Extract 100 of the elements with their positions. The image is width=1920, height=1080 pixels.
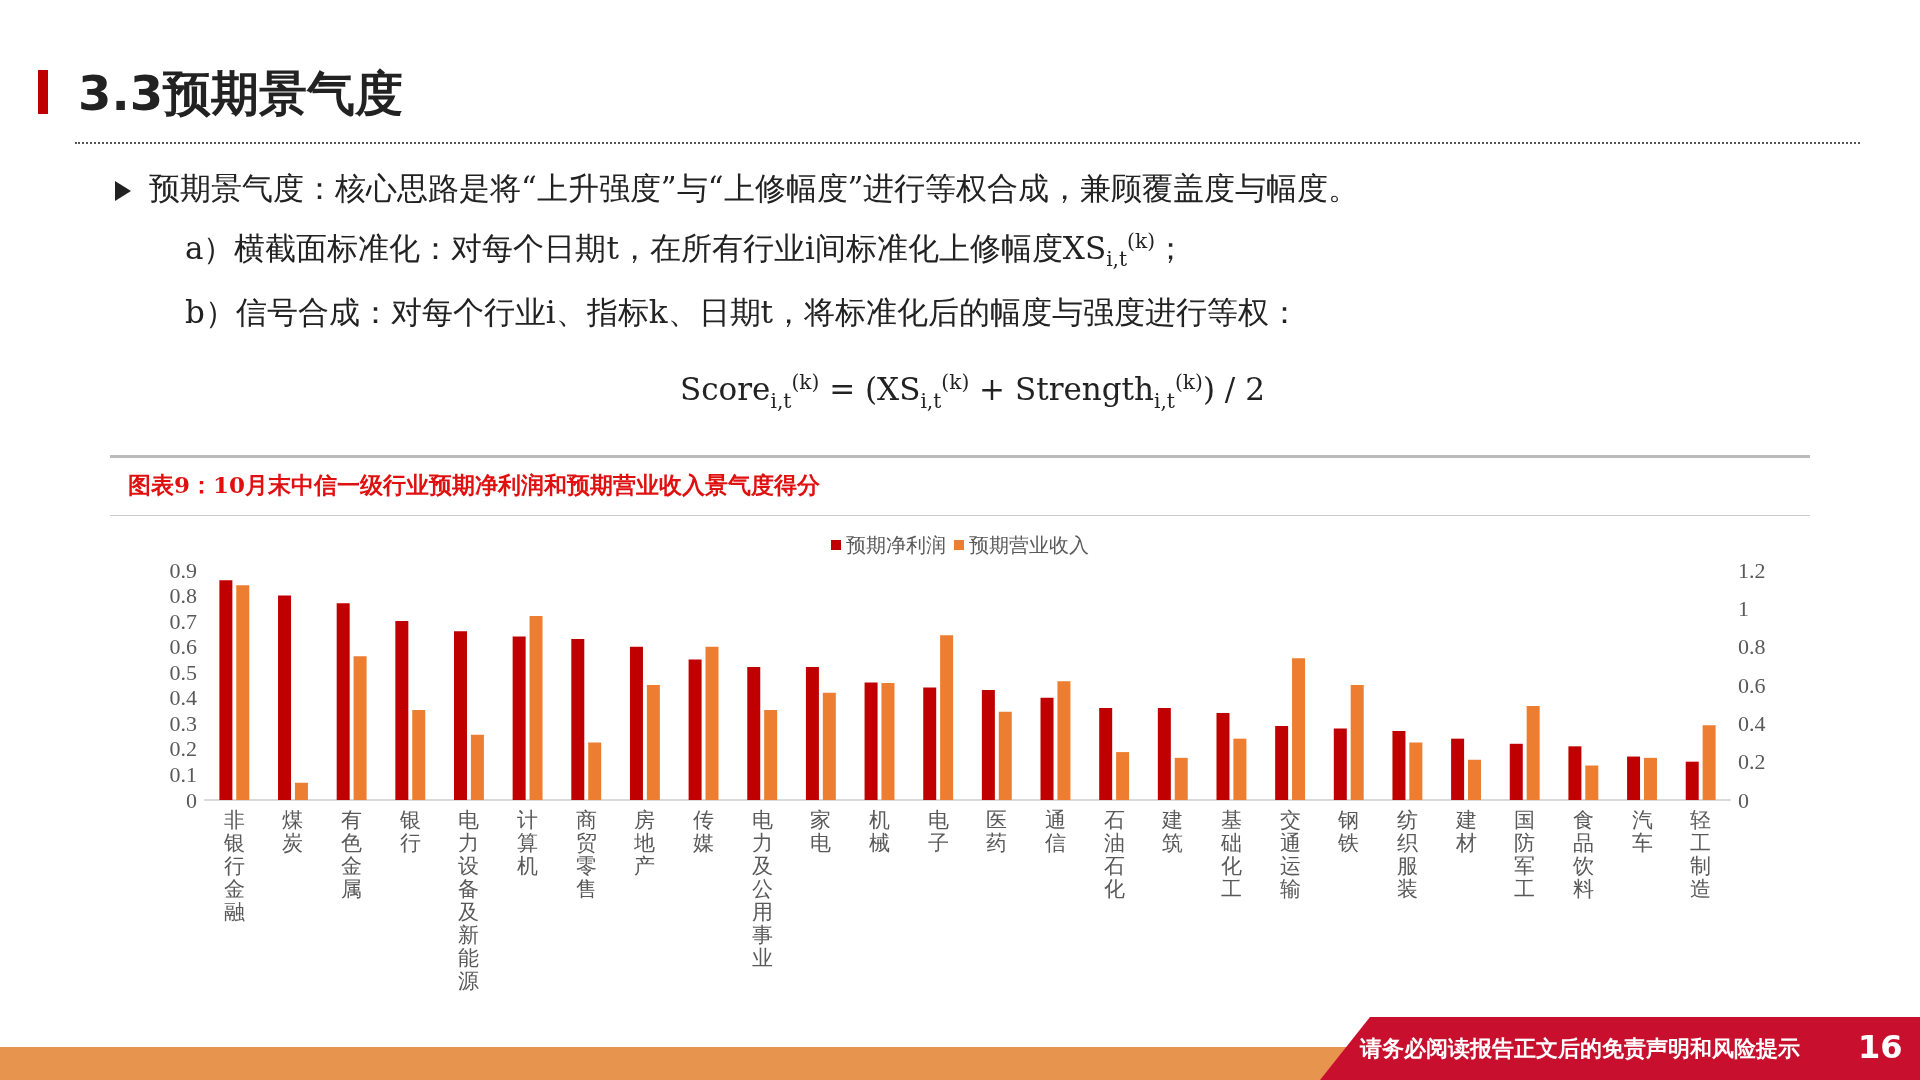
bar — [512, 636, 526, 800]
y-tick-label: 0.6 — [169, 634, 197, 660]
bar — [981, 690, 995, 800]
bar — [395, 621, 409, 800]
bar — [998, 711, 1012, 800]
y-tick-label: 0.2 — [169, 736, 197, 762]
bar — [1627, 756, 1641, 800]
x-tick-label: 传媒 — [693, 807, 715, 855]
x-tick-label: 有色金属 — [341, 807, 363, 901]
bar — [336, 603, 350, 800]
bar — [1468, 759, 1482, 800]
bar — [1216, 713, 1230, 800]
x-tick-label: 机械 — [869, 807, 891, 855]
bar — [412, 709, 426, 800]
bar — [1526, 706, 1540, 800]
x-tick-label: 家电 — [810, 807, 832, 855]
bar — [470, 734, 484, 800]
bar — [629, 646, 643, 800]
x-tick-label: 食品饮料 — [1571, 807, 1594, 901]
bar — [278, 595, 292, 800]
text: 请务必阅读报告正文后的免责声明和风险提示 — [1360, 1034, 1800, 1063]
bar — [1350, 685, 1364, 800]
bar — [1174, 757, 1188, 800]
bar — [688, 659, 702, 800]
bar — [646, 685, 660, 800]
bar — [923, 687, 937, 800]
y-tick-label: 0.4 — [169, 685, 197, 711]
x-tick-label: 建材 — [1454, 807, 1477, 855]
y2-tick-label: 0 — [1738, 787, 1749, 813]
bar — [1057, 681, 1071, 800]
x-tick-label: 医药 — [986, 807, 1008, 855]
bar — [1392, 731, 1406, 800]
bar — [940, 635, 954, 800]
y2-tick-label: 0.4 — [1738, 710, 1766, 736]
x-tick-label: 房地产 — [633, 807, 656, 878]
y-tick-label: 0.8 — [169, 583, 197, 609]
bar — [236, 585, 250, 800]
bar — [1333, 728, 1347, 800]
bar — [1451, 738, 1465, 800]
bar — [353, 656, 367, 800]
y2-tick-label: 0.6 — [1738, 672, 1766, 698]
bar — [1409, 742, 1423, 800]
x-tick-label: 通信 — [1044, 807, 1066, 855]
x-tick-label: 建筑 — [1161, 807, 1184, 855]
bar — [219, 580, 233, 800]
bar — [822, 692, 836, 800]
text: b）信号合成：对每个行业i、指标k、日期t，将标准化后的幅度与强度进行等权： — [185, 293, 1301, 332]
x-tick-label: 轻工制造 — [1690, 807, 1712, 901]
x-tick-label: 煤炭 — [282, 807, 304, 855]
x-tick-label: 计算机 — [517, 807, 539, 878]
y-tick-label: 0.9 — [169, 557, 197, 583]
bar — [1275, 725, 1289, 800]
bar — [1233, 738, 1247, 800]
text: 预期景气度：核心思路是将“上升强度”与“上修幅度”进行等权合成，兼顾覆盖度与幅度。 — [148, 169, 1360, 208]
bar — [588, 742, 602, 800]
x-tick-label: 基础化工 — [1219, 807, 1242, 901]
text: Score$_{i,t}$$^{(k)}$ = (XS$_{i,t}$$^{(k)}$ + Strength$_{i,t}$$^{(k)}$) / 2 — [680, 370, 1265, 413]
bar — [571, 639, 585, 800]
text: 16 — [1858, 1028, 1903, 1066]
y-tick-label: 0.5 — [169, 659, 197, 685]
y2-tick-label: 1.2 — [1738, 557, 1766, 583]
x-tick-label: 国防军工 — [1514, 807, 1536, 901]
bar — [1292, 658, 1306, 800]
x-tick-label: 电力设备及新能源 — [458, 807, 480, 993]
bar — [1099, 708, 1113, 800]
x-tick-label: 商贸零售 — [575, 807, 597, 901]
bar — [764, 709, 778, 800]
x-tick-label: 钢铁 — [1337, 807, 1360, 855]
y2-tick-label: 0.8 — [1738, 634, 1766, 660]
bar — [1157, 708, 1171, 800]
bar — [805, 667, 819, 800]
bar — [1509, 743, 1523, 800]
y-tick-label: 0.7 — [169, 608, 197, 634]
bar — [529, 616, 543, 800]
y2-tick-label: 0.2 — [1738, 749, 1766, 775]
x-tick-label: 银行 — [398, 807, 421, 855]
x-tick-label: 交通运输 — [1279, 807, 1301, 901]
bar — [705, 646, 719, 800]
chart-subtitle: 图表9：10月末中信一级行业预期净利润和预期营业收入景气度得分 — [128, 470, 821, 500]
x-tick-label: 汽车 — [1631, 807, 1653, 855]
y-tick-label: 0.3 — [169, 710, 197, 736]
y2-tick-label: 1 — [1738, 595, 1749, 621]
bar — [864, 682, 878, 800]
bar — [1685, 761, 1699, 800]
bar — [294, 782, 308, 800]
bar — [1585, 765, 1599, 800]
bar — [1040, 697, 1054, 800]
chart-title: 3.3预期景气度 — [78, 64, 404, 123]
bar — [1568, 746, 1582, 800]
bar — [747, 667, 761, 800]
x-tick-label: 电子 — [927, 807, 949, 855]
bar — [881, 683, 895, 800]
legend-label: 预期净利润 — [846, 534, 946, 556]
bar — [1702, 725, 1716, 800]
bar — [453, 631, 467, 800]
legend-label: 预期营业收入 — [969, 534, 1089, 556]
y-tick-label: 0 — [186, 787, 197, 813]
x-tick-label: 纺织服装 — [1396, 807, 1418, 901]
bar — [1116, 752, 1130, 800]
x-tick-label: 电力及公用事业 — [751, 807, 773, 970]
